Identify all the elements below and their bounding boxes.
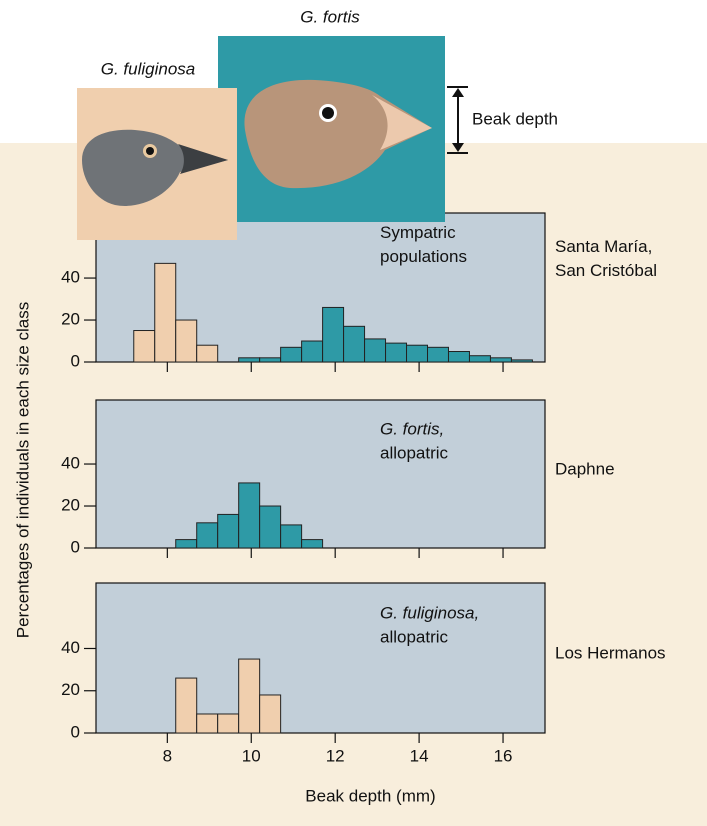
histogram-bar [343, 325, 366, 363]
beak-depth-label: Beak depth [472, 109, 558, 128]
beak-depth-arrow [447, 86, 468, 154]
annotation: allopatric [380, 627, 449, 646]
histogram-bar [175, 319, 198, 363]
histogram-bar [238, 357, 261, 363]
histogram-bar [468, 355, 491, 363]
histogram-bar [301, 340, 324, 363]
histogram-bar [301, 539, 324, 549]
histogram-bar [217, 513, 240, 549]
histogram-bar [175, 677, 198, 734]
histogram-bar [238, 658, 261, 734]
x-tick-label: 14 [410, 746, 429, 765]
histogram-bar [196, 522, 219, 549]
histogram-bar [510, 359, 533, 363]
x-tick-label: 10 [242, 746, 261, 765]
histogram-bar [196, 713, 219, 734]
fuliginosa-label: G. fuliginosa [101, 59, 196, 78]
histogram-bar [133, 330, 156, 363]
fortis-label: G. fortis [300, 7, 360, 26]
y-tick-label: 0 [71, 351, 80, 370]
plot-area [95, 399, 546, 549]
histogram-bar [280, 346, 303, 363]
histogram-bar [154, 262, 177, 363]
annotation: Sympatric [380, 223, 456, 242]
x-tick-label: 8 [163, 746, 172, 765]
histogram-bar [196, 344, 219, 363]
annotation: G. fortis, [380, 419, 444, 438]
y-tick-label: 20 [61, 680, 80, 699]
histogram-bar [364, 338, 387, 363]
y-tick-label: 20 [61, 310, 80, 329]
histogram-bar [259, 505, 282, 549]
histogram-bar [259, 357, 282, 363]
annotation: allopatric [380, 443, 449, 462]
y-tick-label: 0 [71, 537, 80, 556]
y-tick-label: 40 [61, 268, 80, 287]
histogram-bar [427, 346, 449, 363]
y-axis-label: Percentages of individuals in each size … [13, 302, 32, 638]
x-axis-label: Beak depth (mm) [305, 786, 435, 805]
histogram-bar [322, 306, 345, 363]
histogram-bar [406, 344, 429, 363]
island-label: Los Hermanos [555, 643, 666, 662]
histogram-bar [447, 351, 470, 363]
plot-area [95, 582, 546, 734]
histogram-bar [259, 694, 282, 734]
histogram-bar [489, 357, 512, 363]
fortis-bird [244, 79, 432, 189]
annotation: G. fuliginosa, [380, 603, 479, 622]
histogram-bar [385, 342, 408, 363]
histogram-bar [217, 713, 240, 734]
island-label: San Cristóbal [555, 261, 657, 280]
histogram-bar [280, 524, 303, 549]
island-label: Santa María, [555, 237, 652, 256]
histogram-bar [238, 482, 261, 549]
y-tick-label: 40 [61, 454, 80, 473]
fuliginosa-bird [82, 129, 228, 206]
annotation: populations [380, 247, 467, 266]
y-tick-label: 0 [71, 722, 80, 741]
x-tick-label: 12 [326, 746, 345, 765]
y-tick-label: 20 [61, 495, 80, 514]
histogram-bar [175, 539, 198, 549]
island-label: Daphne [555, 459, 615, 478]
y-tick-label: 40 [61, 638, 80, 657]
x-tick-label: 16 [494, 746, 513, 765]
